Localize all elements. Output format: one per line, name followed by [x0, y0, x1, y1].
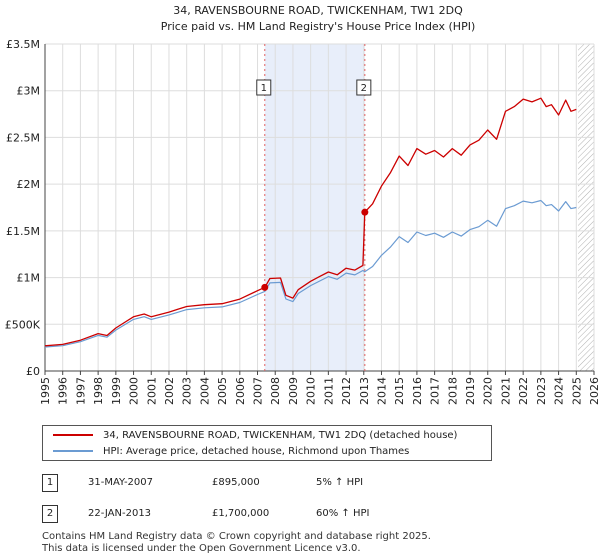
x-tick-label: 2017 — [429, 377, 442, 405]
y-tick-label: £1M — [17, 272, 41, 285]
x-tick-label: 2022 — [517, 377, 530, 405]
x-tick-label: 2012 — [340, 377, 353, 405]
legend-label-hpi: HPI: Average price, detached house, Rich… — [103, 446, 410, 457]
x-tick-label: 2011 — [322, 377, 335, 405]
sale-badge-1: 1 — [42, 474, 58, 492]
x-tick-label: 1999 — [110, 377, 123, 405]
y-tick-label: £0 — [26, 365, 40, 378]
y-tick-label: £3M — [17, 85, 41, 98]
sale-price-2: £1,700,000 — [212, 508, 270, 519]
future-hatch — [578, 44, 594, 371]
sale-date-2: 22-JAN-2013 — [88, 508, 152, 519]
x-tick-label: 2025 — [570, 377, 583, 405]
x-tick-label: 1995 — [39, 377, 52, 405]
legend-item-hpi: HPI: Average price, detached house, Rich… — [53, 444, 409, 460]
legend: 34, RAVENSBOURNE ROAD, TWICKENHAM, TW1 2… — [42, 425, 492, 461]
footer-licence: This data is licensed under the Open Gov… — [42, 543, 361, 554]
sale-point-1 — [261, 283, 269, 291]
y-tick-label: £2M — [17, 178, 41, 191]
x-tick-label: 2014 — [375, 377, 388, 405]
legend-swatch-property — [53, 434, 93, 436]
x-tick-label: 2005 — [216, 377, 229, 405]
x-tick-label: 2015 — [393, 377, 406, 405]
sale-callout-box-2 — [356, 79, 372, 96]
chart-subtitle: Price paid vs. HM Land Registry's House … — [161, 20, 476, 33]
x-tick-label: 2000 — [128, 377, 141, 405]
sale-callout-label-2: 2 — [361, 83, 367, 94]
x-tick-label: 2013 — [358, 377, 371, 405]
y-tick-label: £1.5M — [6, 225, 40, 238]
sale-price-1: £895,000 — [212, 477, 260, 488]
sale-badge-2: 2 — [42, 505, 58, 523]
x-tick-label: 2026 — [588, 377, 600, 405]
x-tick-label: 2023 — [535, 377, 548, 405]
x-tick-label: 1998 — [92, 377, 105, 405]
x-tick-label: 2020 — [482, 377, 495, 405]
hpi-line — [44, 199, 577, 348]
property-price-line — [44, 97, 577, 347]
x-tick-label: 2018 — [446, 377, 459, 405]
x-tick-label: 2004 — [198, 377, 211, 405]
x-tick-label: 2002 — [163, 377, 176, 405]
x-tick-label: 2009 — [287, 377, 300, 405]
legend-swatch-hpi — [53, 450, 93, 452]
x-tick-label: 2024 — [553, 377, 566, 405]
y-tick-label: £2.5M — [6, 131, 40, 144]
sale-date-1: 31-MAY-2007 — [88, 477, 154, 488]
x-tick-label: 2016 — [411, 377, 424, 405]
sale-callout-label-1: 1 — [261, 83, 267, 94]
x-tick-label: 2001 — [145, 377, 158, 405]
x-tick-label: 2021 — [499, 377, 512, 405]
legend-label-property: 34, RAVENSBOURNE ROAD, TWICKENHAM, TW1 2… — [103, 430, 458, 441]
x-tick-label: 1997 — [74, 377, 87, 405]
sale-hpi-2: 60% ↑ HPI — [316, 508, 370, 519]
legend-item-property: 34, RAVENSBOURNE ROAD, TWICKENHAM, TW1 2… — [53, 428, 457, 444]
sale-point-2 — [361, 208, 369, 216]
sale-callout-box-1 — [256, 79, 272, 96]
price-chart: 34, RAVENSBOURNE ROAD, TWICKENHAM, TW1 2… — [5, 4, 600, 405]
y-tick-label: £3.5M — [6, 38, 40, 51]
footer: Contains HM Land Registry data © Crown c… — [42, 531, 431, 555]
x-tick-label: 2003 — [181, 377, 194, 405]
x-tick-label: 1996 — [57, 377, 70, 405]
chart-title: 34, RAVENSBOURNE ROAD, TWICKENHAM, TW1 2… — [173, 4, 463, 17]
x-tick-label: 2008 — [269, 377, 282, 405]
x-tick-label: 2007 — [252, 377, 265, 405]
x-tick-label: 2006 — [234, 377, 247, 405]
ownership-period-shading — [264, 44, 365, 371]
x-tick-label: 2019 — [464, 377, 477, 405]
sale-hpi-1: 5% ↑ HPI — [316, 477, 364, 488]
y-tick-label: £500K — [5, 318, 41, 331]
footer-copyright: Contains HM Land Registry data © Crown c… — [42, 531, 431, 542]
x-tick-label: 2010 — [305, 377, 318, 405]
